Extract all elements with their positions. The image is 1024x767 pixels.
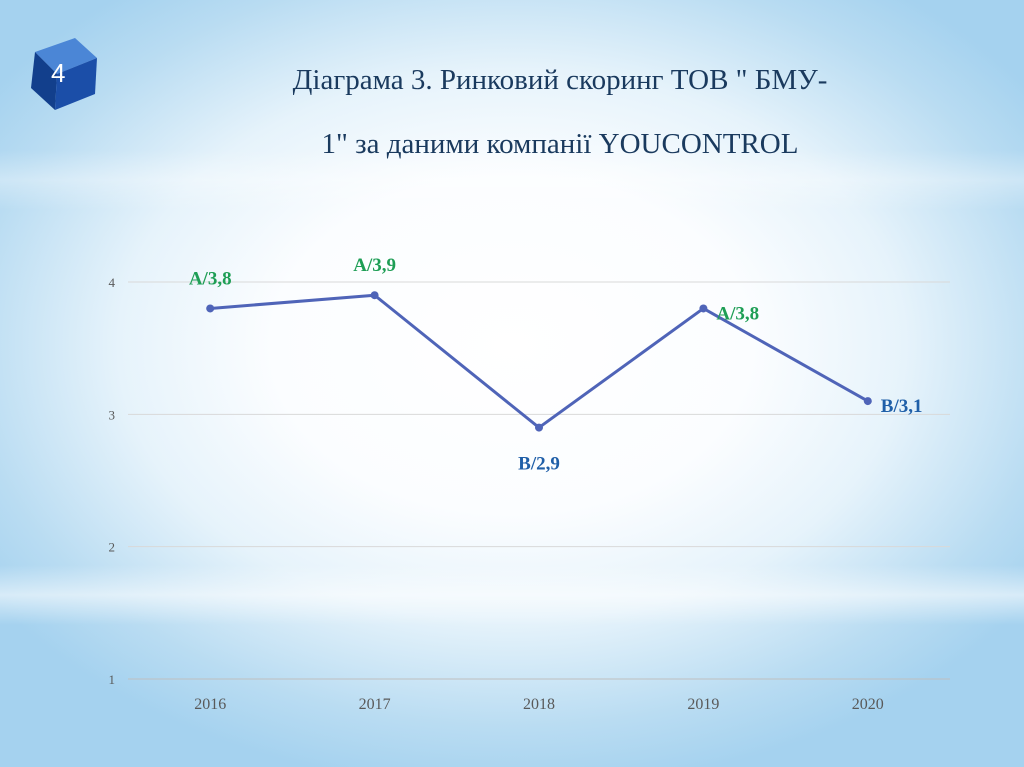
x-axis-ticks: 2016 2017 2018 2019 2020	[194, 696, 884, 713]
x-tick-label: 2019	[687, 696, 719, 713]
data-label: B/2,9	[518, 454, 560, 475]
y-tick-label: 2	[109, 540, 116, 555]
x-tick-label: 2020	[852, 696, 884, 713]
chart-title: Діаграма 3. Ринковий скоринг ТОВ " БМУ- …	[120, 48, 1000, 176]
y-tick-label: 1	[109, 672, 116, 687]
x-tick-label: 2016	[194, 696, 226, 713]
data-point	[370, 291, 379, 300]
y-tick-label: 4	[109, 275, 116, 290]
chart-title-line-1: Діаграма 3. Ринковий скоринг ТОВ " БМУ-	[292, 64, 828, 96]
series	[206, 291, 872, 432]
y-axis-ticks: 1 2 3 4	[109, 275, 116, 687]
data-label: A/3,9	[353, 255, 396, 276]
data-labels: A/3,8 A/3,9 B/2,9 A/3,8 B/3,1	[189, 255, 923, 474]
gridlines	[128, 281, 950, 680]
x-tick-label: 2017	[359, 696, 391, 713]
data-label: A/3,8	[716, 303, 759, 324]
data-label: A/3,8	[189, 268, 232, 289]
slide-number-badge: 4	[25, 30, 107, 112]
y-tick-label: 3	[109, 407, 116, 422]
chart-title-line-2: 1" за даними компанії YOUCONTROL	[321, 128, 799, 160]
data-point	[206, 304, 215, 313]
cube-icon	[31, 38, 97, 110]
x-tick-label: 2018	[523, 696, 555, 713]
data-point	[699, 304, 708, 313]
data-point	[863, 397, 872, 406]
data-label: B/3,1	[881, 396, 923, 417]
series-line	[210, 293, 869, 430]
slide-number: 4	[51, 58, 66, 88]
data-point	[535, 423, 543, 432]
